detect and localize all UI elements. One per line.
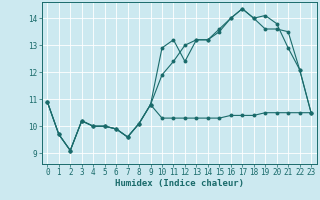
X-axis label: Humidex (Indice chaleur): Humidex (Indice chaleur) (115, 179, 244, 188)
